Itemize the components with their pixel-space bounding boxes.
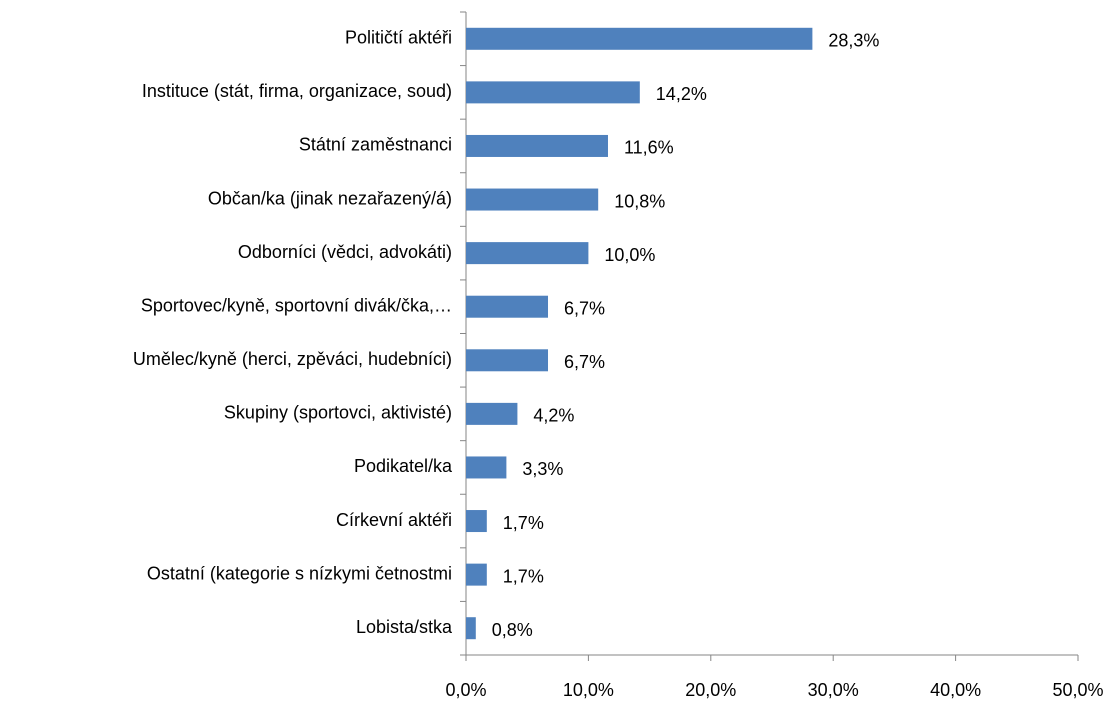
bar: [466, 456, 507, 479]
category-label: Občan/ka (jinak nezařazený/á): [208, 188, 452, 208]
category-label: Odborníci (vědci, advokáti): [238, 242, 452, 262]
category-label: Církevní aktéři: [336, 510, 452, 530]
value-label: 14,2%: [656, 84, 707, 104]
category-label: Skupiny (sportovci, aktivisté): [224, 403, 452, 423]
value-label: 6,7%: [564, 352, 605, 372]
value-label: 4,2%: [533, 406, 574, 426]
bar: [466, 295, 549, 318]
x-tick-label: 50,0%: [1052, 680, 1103, 700]
bar: [466, 134, 608, 157]
x-tick-label: 0,0%: [445, 680, 486, 700]
category-label: Ostatní (kategorie s nízkymi četnostmi: [147, 563, 452, 583]
category-label: Podikatel/ka: [354, 456, 453, 476]
category-label: Umělec/kyně (herci, zpěváci, hudebníci): [133, 349, 452, 369]
x-tick-label: 20,0%: [685, 680, 736, 700]
value-label: 0,8%: [492, 620, 533, 640]
value-label: 3,3%: [522, 459, 563, 479]
bar: [466, 510, 487, 533]
value-label: 1,7%: [503, 566, 544, 586]
bar: [466, 188, 599, 211]
category-label: Instituce (stát, firma, organizace, soud…: [142, 81, 452, 101]
bar: [466, 349, 549, 372]
bar: [466, 242, 589, 265]
category-label: Političtí aktéři: [345, 28, 452, 48]
category-label: Státní zaměstnanci: [299, 135, 452, 155]
bar: [466, 27, 813, 50]
x-tick-label: 40,0%: [930, 680, 981, 700]
category-label: Lobista/stka: [356, 617, 453, 637]
value-label: 28,3%: [828, 31, 879, 51]
bar: [466, 617, 476, 640]
value-label: 10,0%: [604, 245, 655, 265]
x-tick-label: 30,0%: [808, 680, 859, 700]
bar: [466, 563, 487, 586]
x-tick-label: 10,0%: [563, 680, 614, 700]
bar: [466, 402, 518, 425]
value-label: 11,6%: [624, 138, 674, 158]
value-label: 6,7%: [564, 298, 605, 318]
category-label: Sportovec/kyně, sportovní divák/čka,…: [141, 295, 452, 315]
value-label: 10,8%: [614, 191, 665, 211]
value-label: 1,7%: [503, 513, 544, 533]
bar: [466, 81, 640, 104]
